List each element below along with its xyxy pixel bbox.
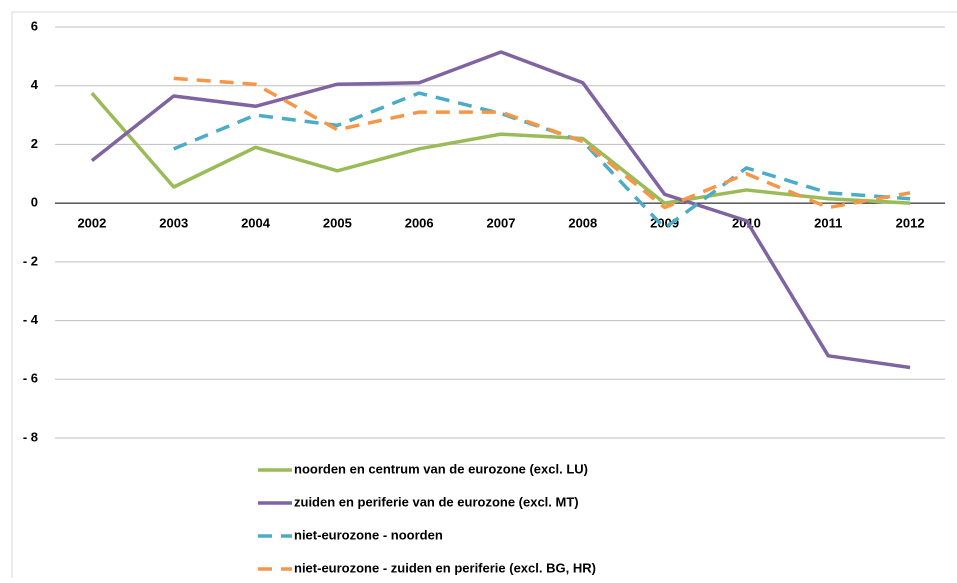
x-tick-label: 2011 [814,216,842,231]
y-tick-label: - 2 [23,253,38,268]
y-tick-label: 4 [31,77,39,92]
series-line [173,91,911,230]
x-tick-label: 2005 [323,216,352,231]
y-tick-label: 2 [31,136,38,151]
x-tick-label: 2004 [241,216,271,231]
x-tick-label: 2003 [159,216,188,231]
y-tick-label: - 4 [23,312,39,327]
legend-label: niet-eurozone - zuiden en periferie (exc… [294,560,596,575]
series-line [90,50,911,370]
series-line [173,76,911,210]
x-tick-label: 2008 [568,216,597,231]
series-line [90,91,911,205]
legend-label: noorden en centrum van de eurozone (excl… [294,461,588,476]
legend-label: zuiden en periferie van de eurozone (exc… [294,494,579,509]
y-tick-label: - 6 [23,371,38,386]
y-tick-label: - 8 [23,429,38,444]
legend-label: niet-eurozone - noorden [294,527,443,542]
y-tick-label: 0 [31,195,38,210]
x-tick-label: 2002 [77,216,106,231]
x-tick-label: 2012 [896,216,925,231]
y-tick-label: 6 [31,18,38,33]
x-tick-label: 2006 [405,216,434,231]
x-tick-label: 2007 [487,216,516,231]
